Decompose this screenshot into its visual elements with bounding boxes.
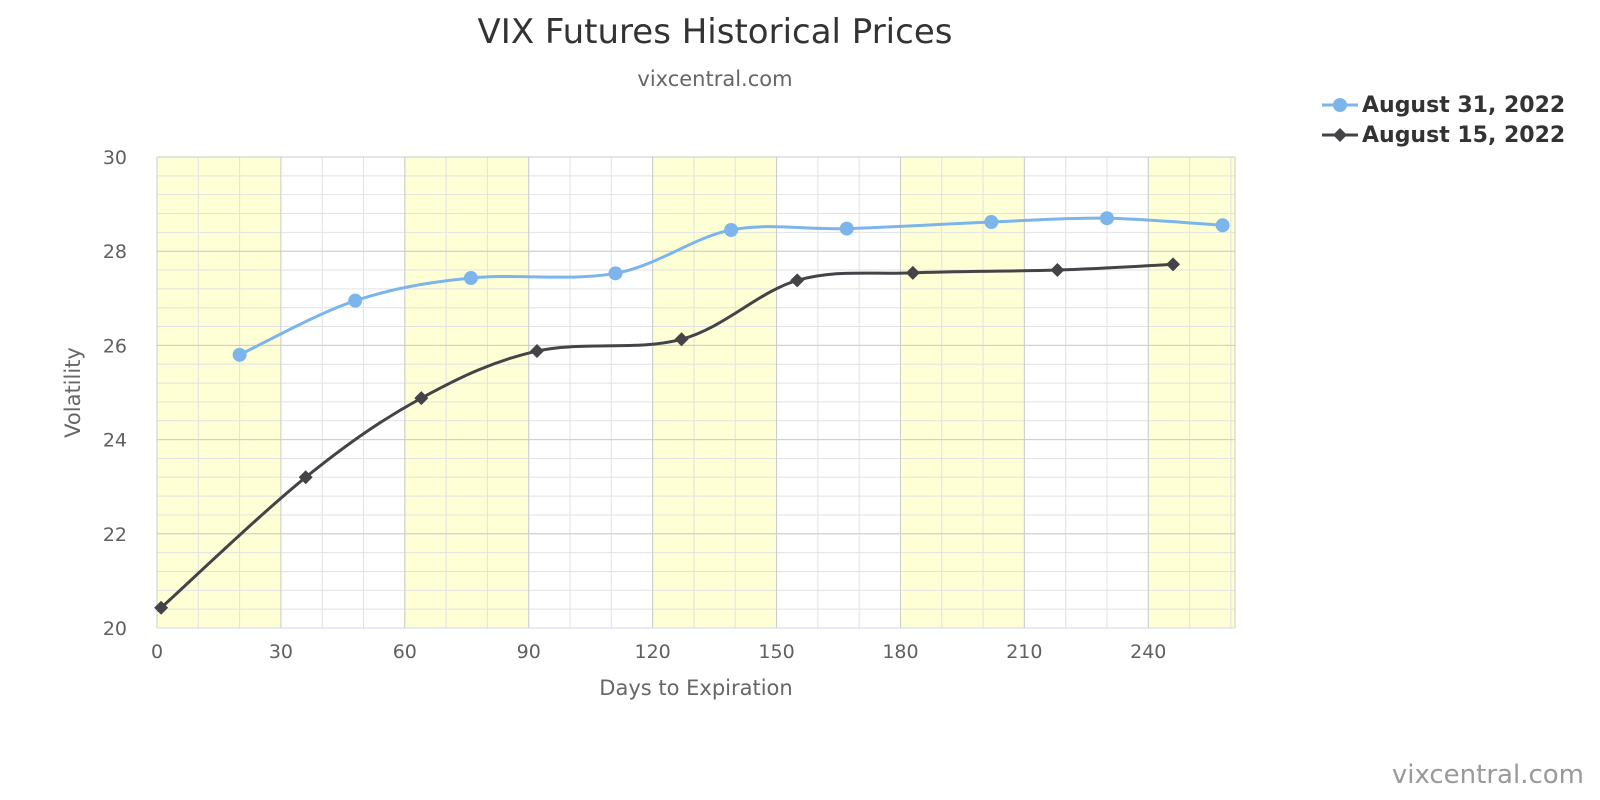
legend-item-aug15[interactable]: August 15, 2022 [1322,120,1565,150]
plot-band-4 [1148,157,1235,628]
data-point-series-1 [790,273,805,288]
data-point-series-1 [154,600,169,615]
y-tick-label: 20 [103,618,127,640]
data-point-series-1 [674,332,689,347]
x-tick-label: 60 [393,641,417,663]
y-tick-label: 28 [103,241,127,263]
data-point-series-0 [1215,218,1230,233]
chart-title: VIX Futures Historical Prices [477,12,953,52]
legend-label-aug15: August 15, 2022 [1362,122,1566,148]
y-tick-label: 24 [103,430,127,452]
y-tick-label: 26 [103,335,127,357]
plot-band-3 [900,157,1025,628]
y-tick-label: 22 [103,524,127,546]
data-point-series-1 [1050,263,1065,278]
plot-band-0 [157,157,281,628]
x-tick-label: 210 [1006,641,1042,663]
x-axis-title: Days to Expiration [599,676,792,700]
legend-label-aug31: August 31, 2022 [1362,92,1566,118]
series-line-1 [160,262,1174,609]
chart-subtitle: vixcentral.com [637,67,793,91]
data-point-series-1 [1166,257,1181,272]
data-point-series-0 [232,347,247,362]
x-tick-label: 30 [269,641,293,663]
x-tick-label: 90 [517,641,541,663]
watermark-credit: vixcentral.com [1391,760,1584,790]
legend: August 31, 2022 August 15, 2022 [1322,90,1565,150]
data-point-series-1 [298,470,313,485]
data-point-series-1 [905,265,920,280]
plot-band-1 [404,157,529,628]
data-point-series-0 [1099,211,1114,226]
x-tick-label: 0 [151,641,163,663]
data-point-series-0 [724,223,739,238]
data-point-series-1 [529,344,544,359]
x-tick-label: 240 [1130,641,1166,663]
data-point-series-0 [839,221,854,236]
legend-diamond-marker-icon [1322,128,1358,142]
data-point-series-0 [463,271,478,286]
x-tick-label: 120 [634,641,670,663]
data-point-series-0 [608,266,623,281]
data-point-series-1 [414,391,429,406]
x-tick-label: 150 [758,641,794,663]
y-axis-title: Volatility [61,347,85,438]
x-tick-label: 180 [882,641,918,663]
data-point-series-0 [348,293,363,308]
y-tick-label: 30 [103,147,127,169]
legend-circle-marker-icon [1322,98,1358,112]
legend-item-aug31[interactable]: August 31, 2022 [1322,90,1565,120]
data-point-series-0 [984,214,999,229]
